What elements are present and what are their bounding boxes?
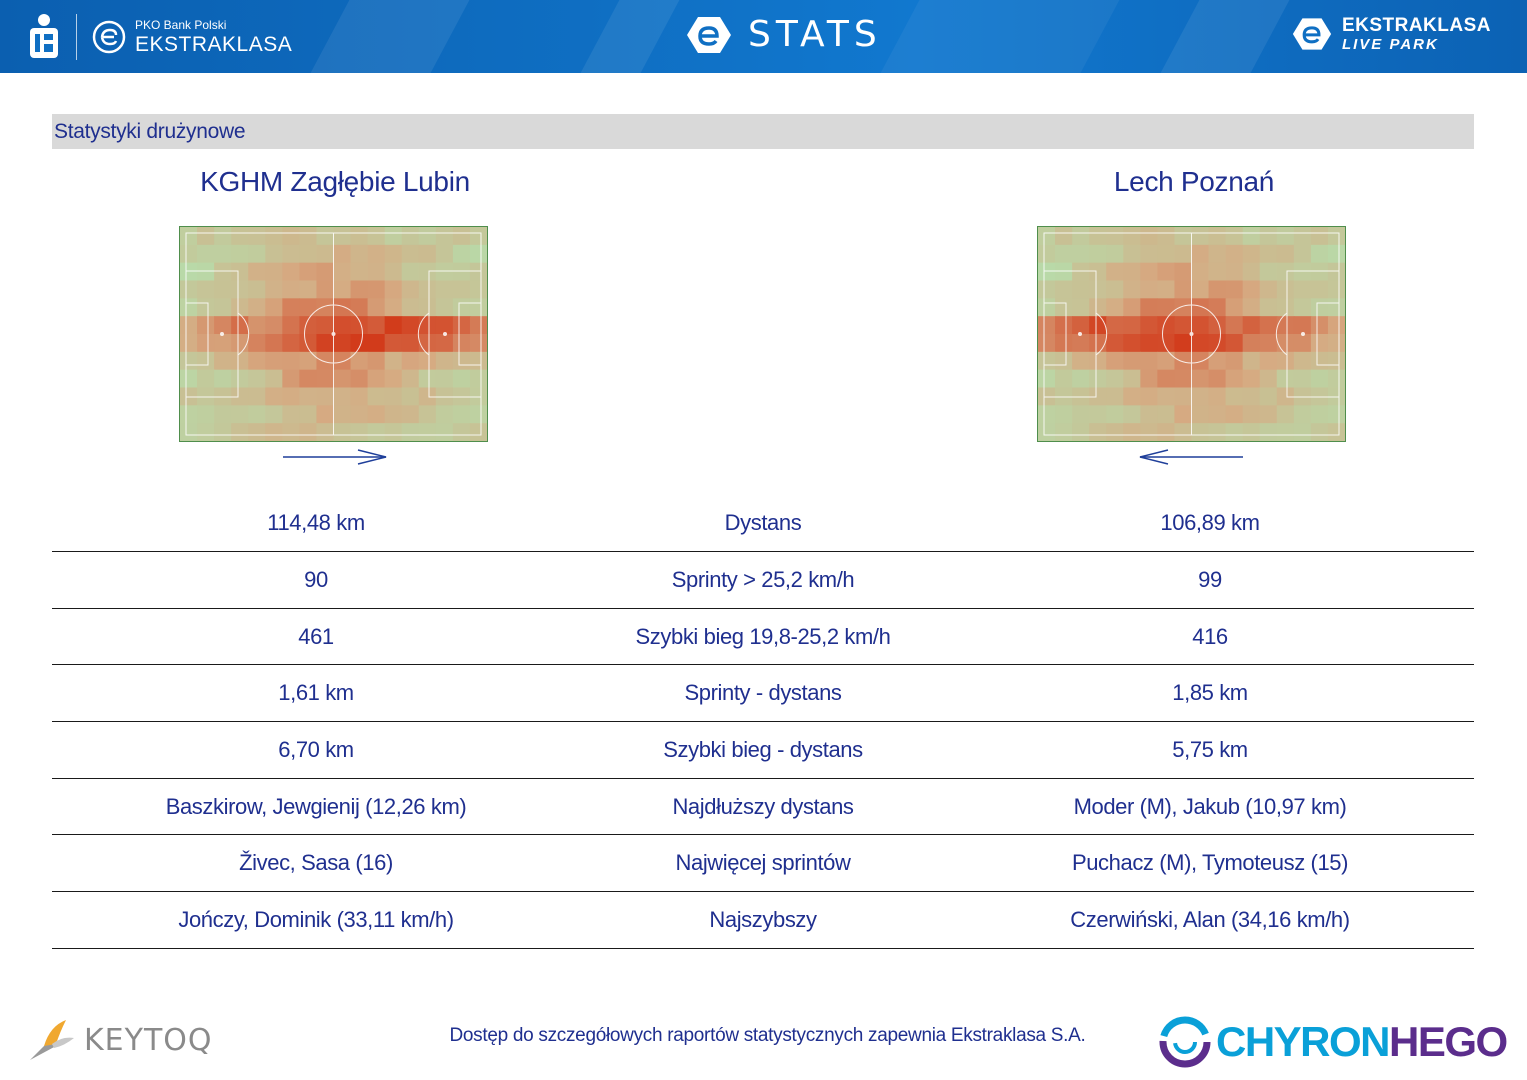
right-value: Puchacz (M), Tymoteusz (15) xyxy=(1071,850,1349,876)
header-bar: PKO Bank Polski EKSTRAKLASA STATS EKSTRA… xyxy=(0,0,1527,73)
attack-direction-left-arrow-icon xyxy=(1139,449,1243,465)
ekstraklasa-e-icon xyxy=(687,16,731,53)
live-park-logo: EKSTRAKLASA LIVE PARK xyxy=(1292,14,1491,54)
right-value: 5,75 km xyxy=(1172,736,1248,762)
left-value: 114,48 km xyxy=(267,509,365,535)
right-value: Moder (M), Jakub (10,97 km) xyxy=(1073,793,1347,819)
team-right-name: Lech Poznań xyxy=(1113,166,1275,197)
section-title: Statystyki drużynowe xyxy=(54,119,246,143)
team-stats-table: 114,48 km Dystans 106,89 km 90 Sprinty >… xyxy=(52,494,1474,949)
stat-label: Dystans xyxy=(724,509,802,535)
team-left-name: KGHM Zagłębie Lubin xyxy=(200,166,470,197)
ekstraklasa-e-icon xyxy=(1292,18,1332,50)
stat-row-distance: 114,48 km Dystans 106,89 km xyxy=(52,494,1474,552)
left-value: 461 xyxy=(298,623,334,649)
pko-ekstraklasa-logo: PKO Bank Polski EKSTRAKLASA xyxy=(24,10,292,64)
live-park-line2: LIVE PARK xyxy=(1341,36,1439,53)
stat-row-fastest: Jończy, Dominik (33,11 km/h) Najszybszy … xyxy=(52,892,1474,949)
left-value: 1,61 km xyxy=(278,680,354,706)
stat-label: Najszybszy xyxy=(709,906,817,932)
heatmap-right xyxy=(1037,226,1346,442)
right-value: 416 xyxy=(1192,623,1228,649)
chyron-text: CHYRON xyxy=(1216,1018,1391,1065)
stat-row-fast-runs: 461 Szybki bieg 19,8-25,2 km/h 416 xyxy=(52,609,1474,666)
chyronhego-logo: CHYRONHEGO xyxy=(1158,1016,1508,1068)
stat-row-most-sprints: Živec, Sasa (16) Najwięcej sprintów Puch… xyxy=(52,835,1474,893)
chyronhego-swirl-icon xyxy=(1159,1016,1211,1068)
left-value: 6,70 km xyxy=(278,736,354,762)
footer-note: Dostęp do szczegółowych raportów statyst… xyxy=(449,1025,1086,1046)
heatmap-left xyxy=(179,226,488,442)
left-value: Jończy, Dominik (33,11 km/h) xyxy=(178,906,454,932)
keytoq-text: KEYTOQ xyxy=(84,1022,213,1058)
keytoq-logo: KEYTOQ xyxy=(26,1016,213,1064)
stats-title: STATS xyxy=(686,14,882,55)
stat-row-longest-distance: Baszkirow, Jewgienij (12,26 km) Najdłużs… xyxy=(52,779,1474,836)
hego-text: HEGO xyxy=(1389,1018,1508,1065)
ekstraklasa-ball-icon xyxy=(92,20,126,54)
left-value: Živec, Sasa (16) xyxy=(239,850,393,876)
attack-direction-right-arrow-icon xyxy=(283,449,387,465)
stat-label: Najdłuższy dystans xyxy=(672,793,854,819)
left-value: 90 xyxy=(304,566,328,592)
stat-label: Szybki bieg 19,8-25,2 km/h xyxy=(635,623,891,649)
pko-logo-icon xyxy=(30,14,58,58)
left-value: Baszkirow, Jewgienij (12,26 km) xyxy=(165,793,467,819)
keytoq-bird-icon xyxy=(30,1020,74,1060)
right-value: Czerwiński, Alan (34,16 km/h) xyxy=(1070,906,1350,932)
bank-name: PKO Bank Polski xyxy=(135,18,227,32)
stat-row-sprints: 90 Sprinty > 25,2 km/h 99 xyxy=(52,552,1474,609)
stats-word: STATS xyxy=(748,14,882,55)
stat-label: Sprinty - dystans xyxy=(684,680,842,706)
section-title-bar: Statystyki drużynowe xyxy=(52,114,1474,149)
right-value: 99 xyxy=(1198,566,1222,592)
stat-row-fast-run-distance: 6,70 km Szybki bieg - dystans 5,75 km xyxy=(52,722,1474,779)
stat-row-sprint-distance: 1,61 km Sprinty - dystans 1,85 km xyxy=(52,665,1474,723)
stat-label: Najwięcej sprintów xyxy=(675,850,851,876)
stat-label: Szybki bieg - dystans xyxy=(663,736,863,762)
live-park-line1: EKSTRAKLASA xyxy=(1341,15,1491,36)
right-value: 1,85 km xyxy=(1172,680,1248,706)
stat-label: Sprinty > 25,2 km/h xyxy=(671,566,855,592)
right-value: 106,89 km xyxy=(1160,509,1260,535)
league-name: EKSTRAKLASA xyxy=(135,33,293,56)
